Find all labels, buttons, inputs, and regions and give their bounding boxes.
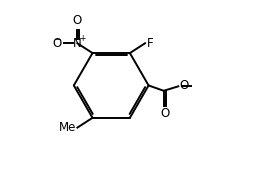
Text: O: O: [53, 37, 62, 50]
Text: O: O: [179, 79, 188, 93]
Text: N: N: [73, 37, 82, 50]
Text: Me: Me: [59, 121, 76, 134]
Text: F: F: [147, 37, 153, 50]
Text: O: O: [73, 14, 82, 27]
Text: O: O: [160, 107, 169, 120]
Text: +: +: [79, 34, 86, 43]
Text: −: −: [53, 34, 60, 43]
